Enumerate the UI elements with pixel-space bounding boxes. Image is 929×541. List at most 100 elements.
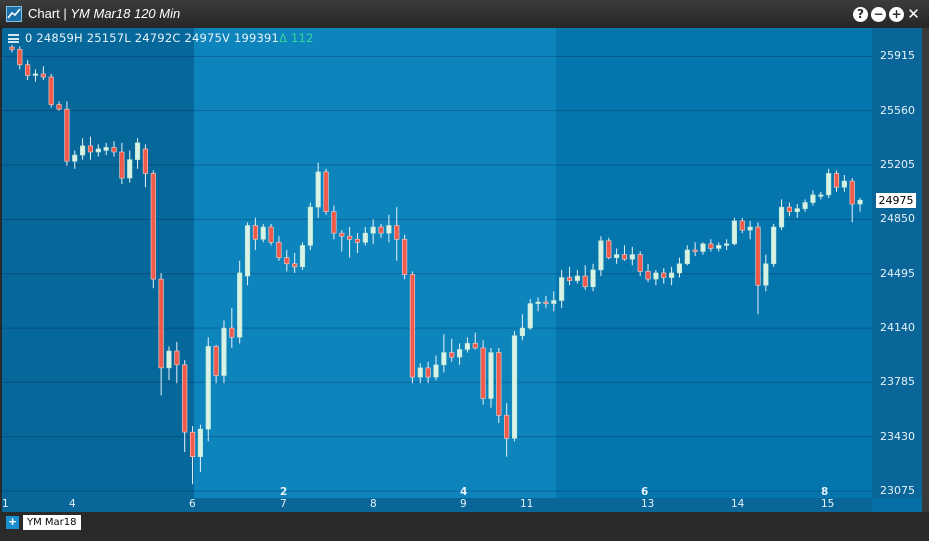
candle[interactable] (645, 263, 651, 283)
candle[interactable] (755, 222, 761, 315)
candle[interactable] (551, 291, 557, 312)
candle[interactable] (103, 142, 109, 156)
candle[interactable] (166, 346, 172, 381)
minimize-icon[interactable]: − (871, 7, 886, 22)
candle[interactable] (629, 246, 635, 266)
candle[interactable] (496, 347, 502, 423)
candle[interactable] (72, 150, 78, 169)
candle[interactable] (25, 60, 31, 81)
candle[interactable] (174, 341, 180, 384)
candle[interactable] (692, 242, 698, 257)
candle[interactable] (456, 343, 463, 365)
candle[interactable] (244, 222, 251, 286)
candle[interactable] (386, 214, 392, 243)
candle[interactable] (841, 174, 847, 192)
candle[interactable] (731, 217, 737, 246)
candle[interactable] (480, 340, 486, 405)
candle[interactable] (221, 320, 227, 384)
candle[interactable] (182, 360, 188, 453)
candle[interactable] (276, 236, 282, 261)
candle[interactable] (723, 239, 730, 250)
candle[interactable] (260, 223, 266, 243)
candle[interactable] (614, 248, 620, 264)
candle[interactable] (566, 266, 573, 286)
candle[interactable] (370, 219, 376, 244)
candle[interactable] (56, 101, 62, 111)
candle[interactable] (189, 426, 196, 485)
candle[interactable] (284, 249, 290, 272)
candle[interactable] (32, 69, 39, 82)
candle[interactable] (747, 220, 753, 240)
candle[interactable] (669, 266, 675, 286)
chart-area[interactable]: 0 24859H 25157L 24792C 24975V 199391Δ 11… (2, 28, 922, 512)
candle[interactable] (684, 245, 690, 266)
candle[interactable] (205, 337, 211, 442)
plot-area[interactable]: 0 24859H 25157L 24792C 24975V 199391Δ 11… (2, 28, 872, 498)
close-icon[interactable]: ✕ (907, 5, 920, 23)
candle[interactable] (119, 142, 125, 185)
candle[interactable] (590, 263, 596, 292)
candle[interactable] (511, 331, 518, 442)
candle[interactable] (464, 337, 470, 353)
candle[interactable] (606, 237, 612, 260)
candle[interactable] (323, 168, 329, 215)
candle[interactable] (653, 269, 659, 286)
help-icon[interactable]: ? (853, 7, 868, 22)
candle[interactable] (292, 253, 298, 273)
candle[interactable] (307, 202, 313, 250)
candle[interactable] (676, 257, 683, 278)
candle[interactable] (409, 271, 416, 384)
symbol-chip[interactable]: YM Mar18 (23, 515, 81, 530)
candle[interactable] (378, 223, 384, 238)
candle[interactable] (543, 295, 549, 309)
candle[interactable] (237, 260, 243, 344)
candle[interactable] (394, 207, 400, 261)
candle[interactable] (142, 144, 149, 188)
candle[interactable] (810, 190, 816, 206)
title-bar[interactable]: Chart | YM Mar18 120 Min ? − + ✕ (0, 0, 929, 29)
candlestick-chart[interactable] (2, 28, 872, 498)
candle[interactable] (472, 332, 478, 350)
candle[interactable] (716, 242, 722, 252)
candle[interactable] (268, 223, 274, 246)
candle[interactable] (449, 338, 455, 362)
candle[interactable] (504, 403, 510, 457)
candle[interactable] (40, 66, 46, 81)
candle[interactable] (794, 204, 800, 218)
candle[interactable] (833, 170, 840, 192)
candle[interactable] (95, 144, 101, 157)
candle[interactable] (87, 136, 94, 160)
candle[interactable] (441, 334, 447, 373)
candle[interactable] (48, 73, 54, 108)
candle[interactable] (362, 227, 368, 246)
candle[interactable] (818, 191, 824, 200)
candle[interactable] (213, 344, 219, 384)
candle[interactable] (582, 265, 588, 290)
candle[interactable] (708, 239, 714, 252)
candle[interactable] (354, 233, 361, 254)
candle[interactable] (771, 223, 777, 267)
candle[interactable] (64, 101, 70, 166)
candle[interactable] (637, 251, 643, 277)
candle[interactable] (598, 236, 604, 277)
candle[interactable] (535, 297, 541, 312)
candle[interactable] (527, 298, 533, 330)
candle[interactable] (315, 162, 321, 218)
candle[interactable] (339, 230, 345, 252)
candle[interactable] (802, 199, 808, 212)
candle[interactable] (331, 205, 337, 240)
candle[interactable] (347, 227, 353, 258)
candle[interactable] (739, 217, 745, 234)
candle[interactable] (80, 138, 86, 160)
time-axis[interactable]: 1 4 6 2 7 8 4 9 11 6 13 14 8 15 (2, 486, 872, 512)
candle[interactable] (433, 355, 439, 381)
candle[interactable] (252, 217, 258, 250)
candle[interactable] (574, 269, 580, 284)
candle[interactable] (158, 272, 164, 396)
candle[interactable] (425, 361, 431, 384)
candle[interactable] (763, 254, 769, 292)
candle[interactable] (299, 242, 306, 270)
candle[interactable] (135, 138, 141, 169)
candle[interactable] (661, 268, 667, 284)
candle[interactable] (417, 363, 423, 384)
